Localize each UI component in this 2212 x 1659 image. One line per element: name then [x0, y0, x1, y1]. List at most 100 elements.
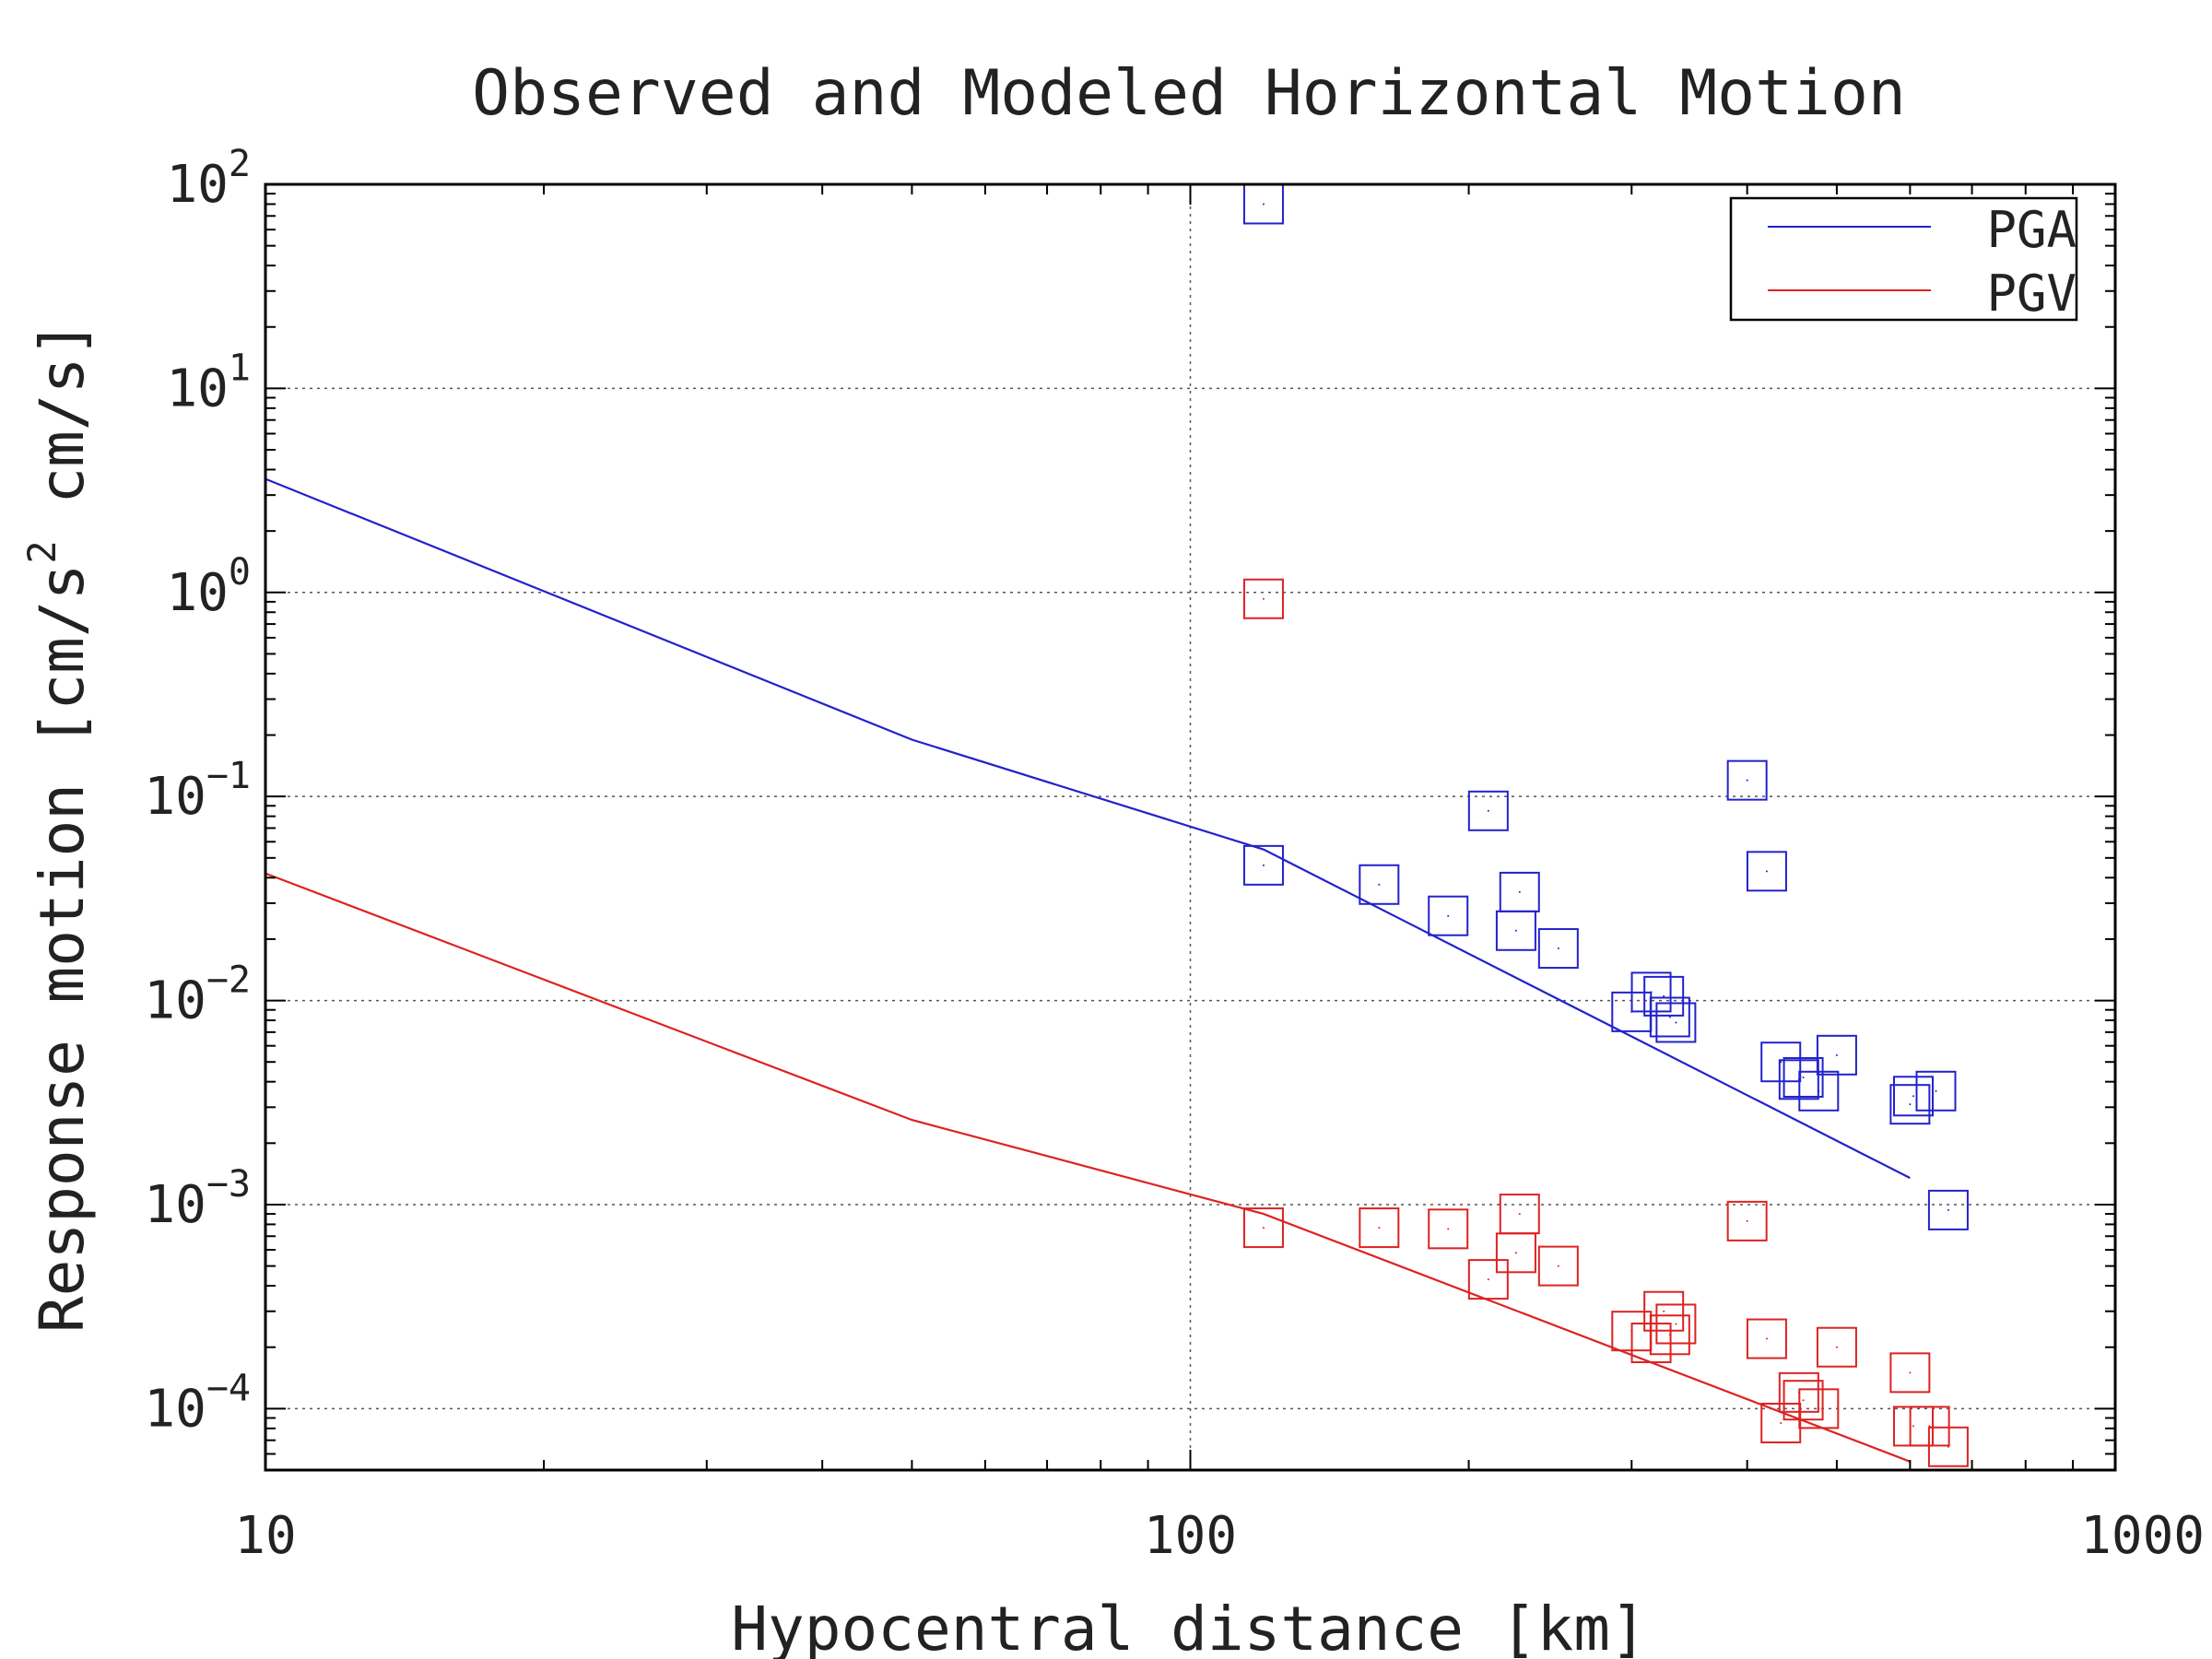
y-axis-label: Response motion [cm/s2 cm/s] [19, 321, 98, 1333]
marker-pga [1760, 1041, 1802, 1083]
marker-center-pgv [1262, 1227, 1265, 1230]
marker-center-pgv [1447, 1228, 1450, 1230]
marker-center-pga [1835, 1053, 1838, 1056]
y-axis-label-superscript: 2 [19, 540, 65, 563]
marker-center-pgv [1765, 1337, 1768, 1340]
marker-center-pgv [1668, 1334, 1671, 1336]
x-tick-label: 100 [1144, 1506, 1237, 1566]
legend: PGA PGV [1729, 196, 2078, 323]
y-tick-label-exponent: −4 [206, 1367, 251, 1409]
marker-center-pgv [1835, 1346, 1838, 1348]
legend-label-pga: PGA [1986, 201, 2077, 259]
marker-center-pgv [1487, 1278, 1489, 1281]
marker-center-pga [1912, 1095, 1914, 1098]
legend-label-pgv: PGV [1986, 265, 2077, 323]
marker-pga [1655, 1002, 1697, 1043]
marker-center-pga [1518, 890, 1521, 893]
y-tick-label: 10−4 [144, 1367, 251, 1439]
marker-pgv [1726, 1200, 1768, 1241]
y-tick-label: 10−2 [144, 959, 251, 1031]
marker-center-pga [1935, 1089, 1937, 1092]
observed-markers [1242, 183, 1969, 1467]
model-line-pgv [265, 872, 1911, 1463]
model-curves [265, 477, 1911, 1463]
marker-pga [1726, 759, 1768, 801]
marker-center-pgv [1802, 1399, 1805, 1402]
marker-pga [1359, 864, 1400, 905]
marker-center-pgv [1912, 1425, 1914, 1428]
x-tick-labels: 10 100 1000 [234, 1506, 2205, 1566]
marker-center-pgv [1518, 1213, 1521, 1216]
marker-center-pga [1668, 1016, 1671, 1018]
marker-center-pga [1947, 1208, 1949, 1211]
y-tick-label-exponent: 2 [229, 143, 251, 185]
marker-pgv [1242, 578, 1284, 619]
marker-pga [1816, 1034, 1857, 1076]
y-tick-label-base: 10 [166, 563, 228, 623]
y-tick-label-base: 10 [166, 359, 228, 418]
marker-center-pgv [1514, 1252, 1517, 1254]
marker-center-pga [1262, 203, 1265, 206]
marker-pga [1467, 790, 1509, 831]
marker-pga [1537, 928, 1579, 970]
x-tick-label: 10 [234, 1506, 296, 1566]
marker-pgv [1889, 1352, 1931, 1394]
x-tick-label: 1000 [2080, 1506, 2205, 1566]
marker-center-pga [1802, 1076, 1805, 1078]
y-tick-label: 101 [166, 347, 251, 418]
marker-center-pgv [1947, 1445, 1949, 1448]
marker-center-pga [1909, 1103, 1912, 1106]
chart-title: Observed and Modeled Horizontal Motion [472, 57, 1906, 130]
marker-center-pgv [1663, 1310, 1665, 1312]
marker-center-pgv [1557, 1265, 1559, 1267]
y-tick-label: 10−3 [144, 1163, 251, 1235]
marker-pga [1649, 996, 1690, 1038]
marker-pgv [1499, 1194, 1540, 1235]
marker-pga [1892, 1076, 1934, 1117]
marker-center-pga [1557, 947, 1559, 950]
marker-pgv [1816, 1326, 1857, 1368]
marker-center-pgv [1675, 1323, 1677, 1325]
marker-pga [1499, 871, 1540, 912]
marker-pgv [1643, 1290, 1685, 1332]
y-tick-label: 10−1 [144, 755, 251, 827]
y-tick-label: 100 [166, 551, 251, 623]
y-tick-label-exponent: 1 [229, 347, 251, 389]
y-tick-label-base: 10 [144, 971, 206, 1031]
y-axis-label-suffix: cm/s] [27, 321, 98, 540]
marker-pgv [1537, 1245, 1579, 1287]
marker-pgv [1798, 1388, 1840, 1430]
marker-center-pga [1650, 991, 1653, 994]
y-tick-label-base: 10 [144, 767, 206, 827]
y-tick-label-exponent: −1 [206, 755, 251, 797]
marker-pgv [1655, 1303, 1697, 1345]
legend-box [1729, 196, 2078, 322]
marker-center-pgv [1909, 1371, 1912, 1374]
marker-center-pga [1447, 914, 1450, 917]
marker-center-pga [1487, 809, 1489, 812]
marker-center-pgv [1818, 1407, 1820, 1410]
marker-center-pga [1262, 864, 1265, 866]
marker-pga [1783, 1056, 1824, 1098]
marker-center-pgv [1378, 1227, 1381, 1230]
marker-pgv [1927, 1426, 1969, 1467]
y-tick-label-exponent: −3 [206, 1163, 251, 1206]
model-line-pga [265, 477, 1911, 1180]
marker-center-pgv [1262, 597, 1265, 600]
marker-pga [1643, 975, 1685, 1017]
marker-center-pgv [1746, 1219, 1748, 1222]
marker-pga [1889, 1084, 1931, 1125]
marker-pgv [1746, 1318, 1787, 1359]
y-tick-label-base: 10 [166, 155, 228, 215]
marker-pgv [1649, 1314, 1690, 1356]
marker-pga [1242, 844, 1284, 886]
y-axis-label-prefix: Response motion [cm/s [27, 564, 98, 1333]
marker-pgv [1359, 1207, 1400, 1249]
marker-pgv [1783, 1380, 1824, 1421]
marker-pgv [1428, 1208, 1469, 1250]
x-axis-label: Hypocentral distance [km] [731, 1594, 1646, 1659]
axis-ticks [265, 183, 2116, 1471]
marker-pga [1428, 895, 1469, 936]
